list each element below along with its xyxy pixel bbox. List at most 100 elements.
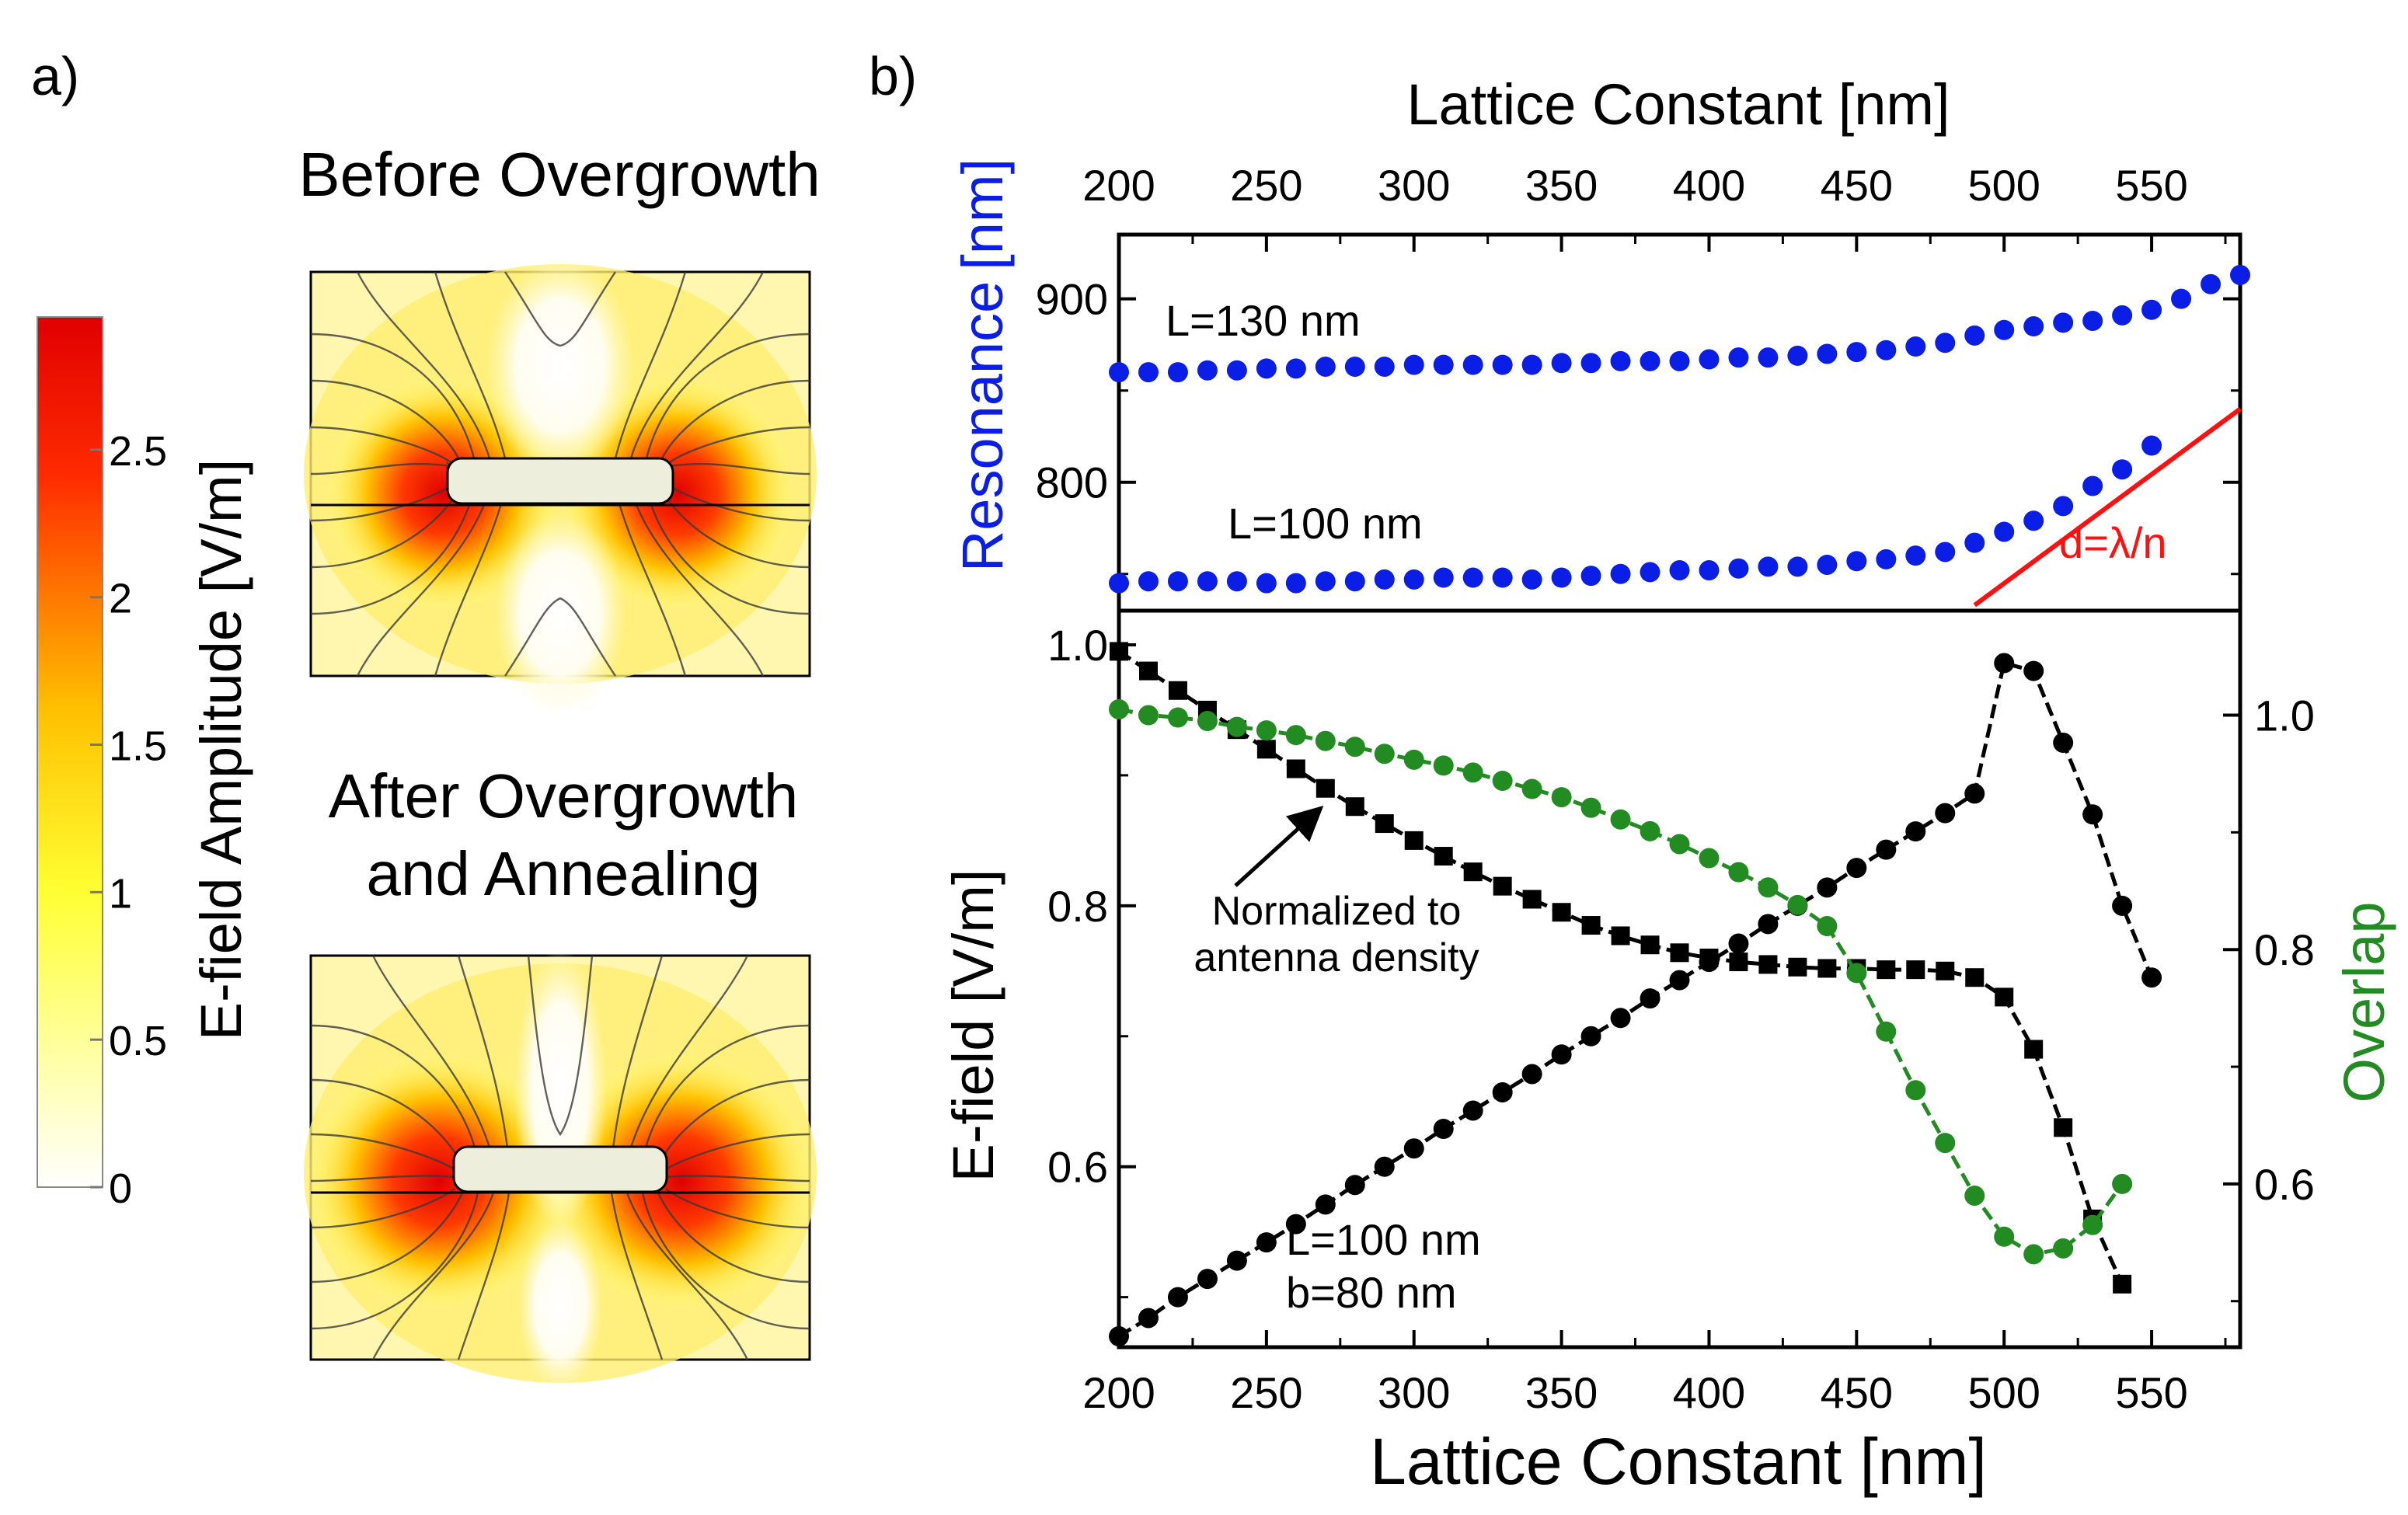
l100-resonance-point — [1994, 521, 2015, 542]
bottom-x-tick-label: 450 — [1821, 1368, 1893, 1417]
efield-y-tick-label: 1.0 — [1047, 621, 1108, 670]
l100-resonance-point — [1817, 554, 1838, 575]
efield-point — [1374, 1156, 1395, 1177]
l130-resonance-point — [1285, 358, 1306, 379]
l130-resonance-point — [2141, 299, 2162, 320]
l130-resonance-point — [2082, 310, 2103, 331]
overlap-point — [1344, 737, 1365, 758]
annotation-b80: b=80 nm — [1286, 1268, 1457, 1317]
efield-point — [1669, 970, 1690, 991]
l100-resonance-point — [2112, 459, 2133, 480]
overlap-point — [1610, 809, 1631, 830]
l100-resonance-point — [1521, 569, 1542, 590]
l130-resonance-point — [1994, 319, 2015, 340]
l130-resonance-point — [1964, 325, 1985, 346]
l130-resonance-point — [2112, 305, 2133, 326]
colorbar-tick-label: 0 — [109, 1165, 132, 1212]
normalized-point — [1581, 916, 1601, 935]
top-x-tick-label: 350 — [1525, 161, 1598, 210]
overlap-point — [1256, 720, 1277, 741]
l100-resonance-point — [1403, 569, 1424, 590]
normalized-point — [1758, 955, 1778, 974]
overlap-point — [1640, 820, 1661, 841]
overlap-point — [1758, 877, 1779, 898]
bottom-x-tick-label: 550 — [2115, 1368, 2187, 1417]
l130-resonance-point — [1876, 340, 1897, 360]
overlap-point — [1551, 787, 1572, 808]
l100-resonance-point — [1344, 571, 1365, 592]
normalized-point — [1817, 959, 1837, 978]
efield-point — [2082, 804, 2103, 825]
top-x-tick-label: 200 — [1082, 161, 1155, 210]
top-x-axis-label: Lattice Constant [nm] — [1406, 72, 1950, 137]
overlap-point — [1846, 963, 1867, 984]
annotation-arrow — [1234, 805, 1324, 887]
efield-y-tick-label: 0.8 — [1047, 882, 1108, 931]
l100-resonance-point — [1846, 551, 1867, 572]
resonance-y-tick-label: 800 — [1036, 458, 1108, 507]
l130-resonance-point — [1846, 342, 1867, 363]
colorbar-tick-label: 1.5 — [109, 723, 167, 770]
l130-resonance-point — [2171, 288, 2192, 309]
annotation-l100-bottom: L=100 nm — [1286, 1215, 1481, 1264]
l130-resonance-point — [1640, 350, 1661, 371]
l130-resonance-point — [1492, 354, 1513, 375]
efield-point — [1640, 988, 1661, 1009]
efield-point — [1492, 1081, 1513, 1102]
l100-resonance-point — [1935, 542, 1956, 562]
normalized-point — [2113, 1274, 2132, 1294]
resonance-y-tick-label: 900 — [1036, 275, 1108, 324]
overlap-point — [2112, 1173, 2133, 1194]
efield-point — [1344, 1175, 1365, 1196]
normalized-point — [1640, 935, 1660, 955]
colorbar-label: E-field Amplitude [V/m] — [189, 459, 253, 1041]
efield-point — [1817, 877, 1838, 898]
l100-resonance-point — [1876, 549, 1897, 569]
efield-point — [2141, 967, 2162, 988]
normalized-point — [1493, 876, 1512, 896]
l130-resonance-point — [1787, 345, 1808, 366]
l100-resonance-point — [1787, 556, 1808, 577]
overlap-point — [1787, 894, 1808, 915]
l130-resonance-point — [1226, 360, 1247, 381]
efield-point — [1610, 1008, 1631, 1029]
colorbar: 0 0.5 1 1.5 2 2.5 E-field Amplitude [V/m] — [37, 316, 253, 1212]
l130-resonance-point — [1551, 353, 1572, 374]
l130-resonance-point — [1167, 362, 1188, 383]
efield-overlap-chart: Lattice Constant [nm] E-field [V/m] Over… — [941, 608, 2396, 1498]
normalized-point — [1345, 797, 1364, 817]
efield-y-axis-label: E-field [V/m] — [941, 869, 1005, 1182]
after-overgrowth-title-line1: After Overgrowth — [329, 761, 799, 831]
l100-resonance-point — [1256, 573, 1277, 594]
overlap-point — [1226, 716, 1247, 737]
efield-point — [2053, 732, 2074, 753]
normalized-point — [1110, 642, 1128, 661]
dlambda-n-line — [1973, 406, 2242, 608]
normalized-point — [1906, 960, 1925, 980]
l100-resonance-point — [1109, 573, 1129, 594]
l100-resonance-point — [1905, 545, 1926, 566]
l100-resonance-point — [1285, 573, 1306, 594]
efield-point — [1197, 1269, 1218, 1290]
l130-resonance-point — [1315, 356, 1336, 377]
panel-b-label: b) — [869, 46, 917, 106]
bottom-x-axis-label: Lattice Constant [nm] — [1370, 1425, 1987, 1498]
overlap-point — [1315, 730, 1336, 751]
annotation-normalized-line1: Normalized to — [1212, 889, 1462, 934]
l130-resonance-point — [1728, 347, 1749, 368]
colorbar-tick-label: 1 — [109, 870, 132, 917]
overlap-point — [1935, 1133, 1956, 1154]
efield-point — [1905, 821, 1926, 842]
l100-resonance-point — [1640, 562, 1661, 583]
overlap-point — [1167, 707, 1188, 728]
normalized-point — [1168, 681, 1187, 700]
l130-resonance-point — [1905, 336, 1926, 357]
colorbar-gradient — [37, 316, 103, 1188]
l100-resonance-point — [2141, 435, 2162, 456]
overlap-point — [1521, 778, 1542, 799]
l130-resonance-point — [2201, 273, 2222, 294]
overlap-y-axis-label: Overlap — [2332, 901, 2396, 1102]
efield-point — [1994, 653, 2015, 674]
efield-point — [1964, 783, 1985, 804]
